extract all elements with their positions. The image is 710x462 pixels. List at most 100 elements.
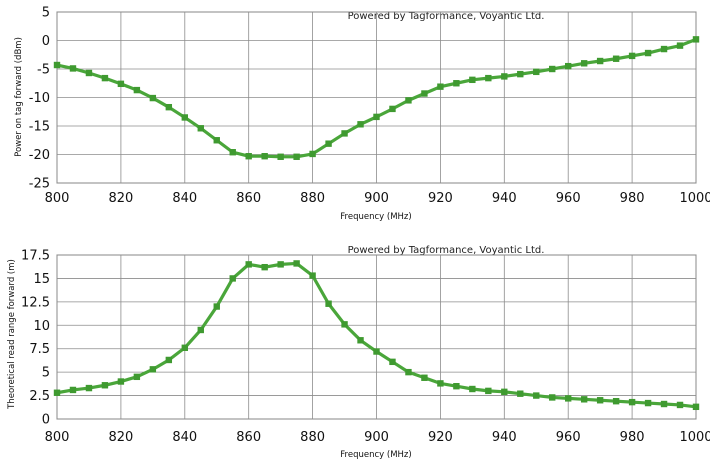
y-tick-label: 17.5 (21, 249, 50, 264)
data-point (181, 114, 188, 121)
x-tick-label: 860 (236, 430, 261, 445)
data-point (133, 86, 141, 94)
data-point (692, 403, 700, 411)
x-tick-label: 860 (236, 191, 261, 206)
data-point (69, 386, 77, 394)
x-tick-label: 820 (108, 191, 133, 206)
y-tick-label: -25 (29, 177, 50, 192)
data-point (628, 52, 636, 60)
data-point (101, 74, 109, 82)
x-tick-label: 940 (492, 430, 517, 445)
data-point (149, 366, 157, 373)
data-point (101, 382, 109, 389)
data-point (660, 400, 668, 408)
x-tick-label: 960 (556, 430, 581, 445)
data-point (53, 61, 61, 69)
x-axis-label: Frequency (MHz) (340, 212, 411, 222)
data-point (213, 303, 220, 310)
data-point (373, 348, 380, 355)
data-point (133, 373, 141, 381)
data-point (580, 396, 588, 403)
data-point (485, 74, 492, 82)
x-tick-label: 1000 (679, 430, 710, 445)
data-point (453, 80, 460, 87)
data-point (373, 113, 380, 121)
data-point (389, 105, 396, 113)
data-point (53, 389, 61, 396)
y-tick-label: -5 (37, 63, 50, 78)
data-point (453, 383, 460, 390)
data-point (325, 300, 332, 307)
y-tick-label: 12.5 (21, 295, 50, 310)
data-point (357, 337, 364, 344)
data-point (565, 62, 572, 70)
chart-annotation: Powered by Tagformance, Voyantic Ltd. (348, 11, 545, 22)
x-tick-label: 900 (364, 430, 389, 445)
data-point (501, 73, 508, 80)
data-point (501, 388, 508, 396)
data-point (181, 344, 188, 351)
data-point (197, 125, 204, 132)
data-point (341, 130, 348, 137)
data-point (277, 261, 284, 268)
data-point (533, 68, 540, 76)
data-point (293, 153, 300, 160)
y-tick-label: -20 (29, 148, 50, 163)
data-point (165, 103, 173, 111)
y-axis-label: Theoretical read range forward (m) (7, 259, 17, 410)
x-tick-label: 840 (172, 430, 197, 445)
data-point (85, 69, 93, 77)
y-tick-label: -10 (29, 91, 50, 106)
y-tick-label: 0 (42, 413, 50, 428)
data-point (517, 390, 524, 397)
y-tick-label: 7.5 (29, 342, 50, 357)
data-point (485, 387, 492, 395)
data-point (261, 153, 268, 160)
x-tick-label: 940 (492, 191, 517, 206)
y-tick-label: -15 (29, 120, 50, 135)
data-point (277, 153, 284, 160)
data-point (341, 321, 348, 328)
chart-annotation: Powered by Tagformance, Voyantic Ltd. (348, 245, 545, 256)
data-point (405, 368, 412, 376)
chart-power-on-tag: Powered by Tagformance, Voyantic Ltd. Fr… (14, 6, 710, 223)
data-point (437, 380, 444, 387)
data-point (421, 374, 428, 381)
data-point (261, 263, 268, 271)
y-tick-label: 15 (33, 272, 50, 287)
data-point (165, 356, 173, 364)
chart-read-range: Powered by Tagformance, Voyantic Ltd. Fr… (7, 245, 710, 460)
data-point (325, 140, 332, 147)
data-point (549, 65, 556, 73)
data-point (69, 65, 77, 72)
x-tick-label: 900 (364, 191, 389, 206)
data-point (245, 153, 252, 160)
y-axis-label: Power on tag forward (dBm) (14, 37, 24, 157)
data-point (213, 137, 220, 144)
data-point (469, 385, 476, 393)
data-point (85, 384, 93, 392)
x-tick-label: 880 (300, 191, 325, 206)
data-point (405, 97, 412, 104)
y-tick-label: 2.5 (29, 389, 50, 404)
data-point (644, 399, 652, 407)
data-point (628, 398, 636, 406)
data-point (149, 94, 157, 102)
data-point (245, 261, 252, 268)
data-point (533, 392, 540, 399)
data-point (229, 275, 236, 282)
data-point (229, 149, 236, 156)
x-tick-label: 920 (428, 191, 453, 206)
data-point (596, 57, 604, 65)
x-tick-label: 820 (108, 430, 133, 445)
data-point (469, 76, 476, 84)
y-tick-label: 0 (42, 34, 50, 49)
data-point (676, 42, 684, 49)
data-point (197, 326, 204, 334)
data-point (660, 45, 668, 53)
data-point (437, 83, 444, 90)
data-point (676, 401, 684, 409)
x-tick-label: 800 (45, 191, 70, 206)
x-tick-label: 880 (300, 430, 325, 445)
